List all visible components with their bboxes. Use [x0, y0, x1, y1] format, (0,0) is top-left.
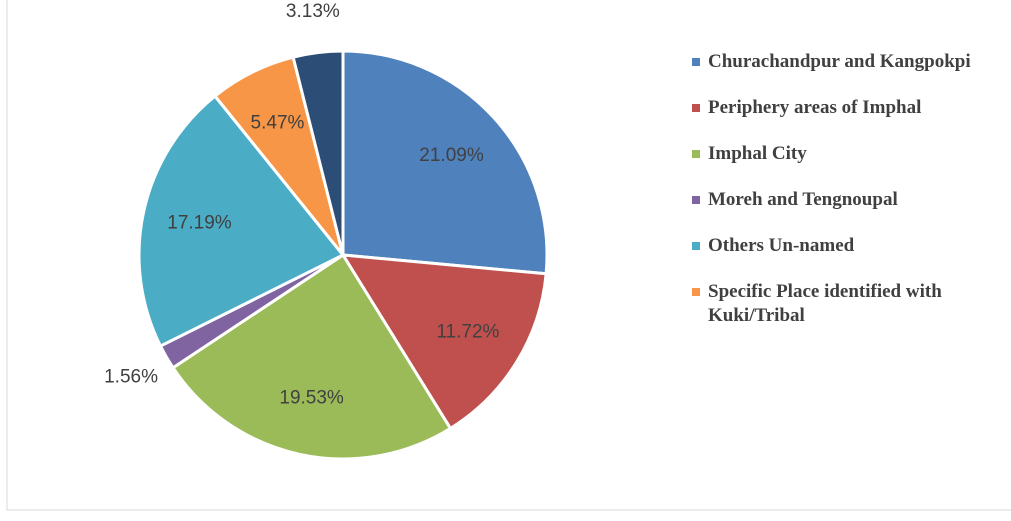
data-label: 1.56% [104, 367, 158, 388]
pie-slice [170, 252, 453, 461]
data-label: 17.19% [167, 213, 232, 234]
legend-label: Others Un-named [708, 235, 855, 256]
pie-slice [137, 94, 346, 349]
legend: Churachandpur and Kangpokpi Periphery are… [690, 50, 990, 350]
legend-label: Imphal City [708, 143, 807, 164]
chart-frame [6, 0, 1011, 511]
legend-swatch [692, 196, 700, 204]
legend-swatch [692, 242, 700, 250]
legend-swatch [692, 150, 700, 158]
data-label: 21.09% [419, 145, 484, 166]
legend-swatch [692, 58, 700, 66]
pie-slice [340, 253, 548, 431]
legend-item: Periphery areas of Imphal [690, 96, 978, 120]
legend-label: Periphery areas of Imphal [708, 97, 922, 118]
data-label: 19.53% [279, 388, 344, 409]
legend-item: Churachandpur and Kangpokpi [690, 50, 978, 74]
pie-slice [341, 49, 549, 276]
legend-item: Moreh and Tengnoupal [690, 188, 978, 212]
legend-swatch [692, 288, 700, 296]
data-label: 3.13% [286, 1, 340, 22]
data-label: 11.72% [436, 321, 499, 342]
legend-item: Others Un-named [690, 234, 978, 258]
legend-label: Specific Place identified with Kuki/Trib… [708, 281, 942, 326]
legend-item: Specific Place identified with Kuki/Trib… [690, 280, 978, 328]
pie-slice [291, 49, 345, 256]
legend-label: Moreh and Tengnoupal [708, 189, 898, 210]
legend-swatch [692, 104, 700, 112]
legend-item: Imphal City [690, 142, 978, 166]
data-label: 5.47% [251, 113, 305, 134]
legend-label: Churachandpur and Kangpokpi [708, 51, 971, 72]
